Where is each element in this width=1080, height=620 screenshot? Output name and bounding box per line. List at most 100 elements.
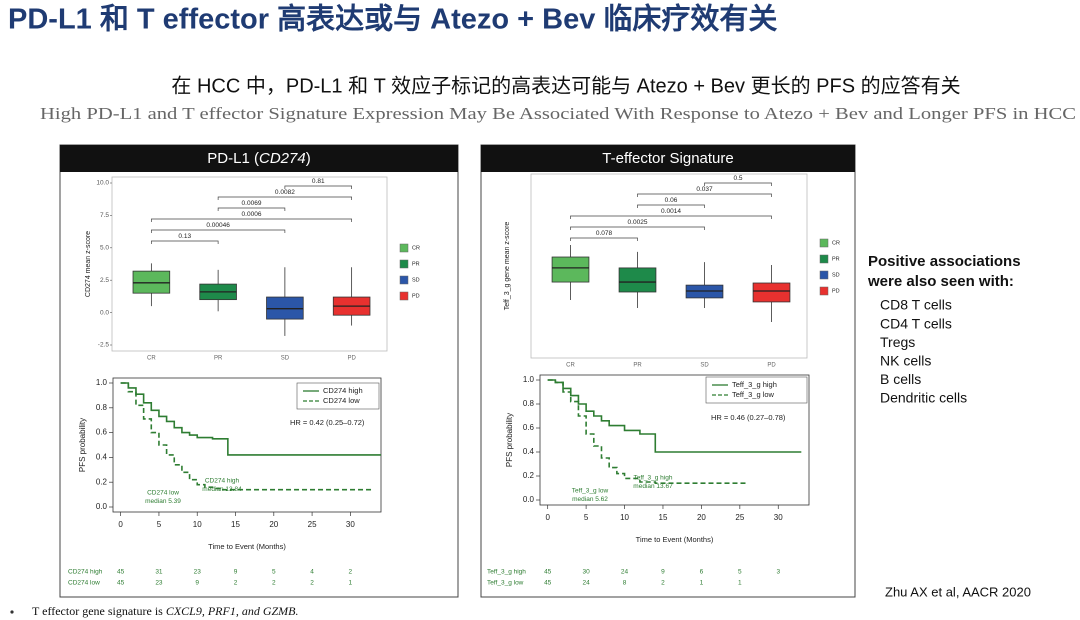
p-value: 0.5: [733, 175, 742, 182]
x-tick-label: SD: [700, 363, 709, 369]
footnote-text: T effector gene signature is: [32, 604, 166, 618]
x-tick-label: CR: [566, 363, 575, 369]
comparison-bracket: [570, 237, 638, 241]
risk-row-label: CD274 high: [68, 569, 103, 576]
x-axis-label: Time to Event (Months): [208, 542, 286, 551]
legend-label: PD: [412, 293, 420, 299]
comparison-bracket: [151, 240, 219, 244]
plot-frame: [111, 176, 388, 352]
p-value: 0.037: [696, 186, 713, 193]
risk-count: 4: [310, 569, 314, 576]
p-value: 0.13: [178, 233, 191, 240]
legend-frame: [705, 376, 808, 404]
p-value: 0.06: [665, 197, 678, 204]
panel-header: [60, 145, 458, 172]
y-axis-label: Teff_3_g gene mean z-score: [504, 222, 511, 311]
side-item: NK cells: [880, 353, 931, 369]
risk-count: 24: [621, 569, 629, 576]
y-tick-label: 0.2: [96, 477, 108, 486]
comparison-bracket: [284, 185, 352, 189]
risk-count: 1: [738, 580, 742, 587]
comparison-bracket: [637, 193, 772, 197]
risk-count: 8: [623, 580, 627, 587]
y-tick-label: 0.6: [523, 423, 535, 432]
side-heading: were also seen with:: [867, 273, 1014, 290]
citation: Zhu AX et al, AACR 2020: [885, 584, 1031, 599]
hazard-ratio: HR = 0.42 (0.25–0.72): [290, 418, 365, 427]
x-tick-label: PR: [633, 363, 642, 369]
p-value: 0.0014: [661, 208, 681, 215]
legend-swatch: [819, 286, 829, 296]
side-item: Tregs: [880, 334, 915, 350]
y-tick-label: 0.0: [523, 495, 535, 504]
p-value: 0.0025: [628, 219, 648, 226]
y-tick-label: 0.8: [523, 399, 535, 408]
x-tick-label: 15: [231, 520, 240, 529]
x-tick-label: 20: [697, 513, 706, 522]
median-annotation: median 5.39: [145, 498, 181, 505]
legend-label: CR: [412, 245, 420, 251]
side-item: B cells: [880, 371, 921, 387]
median-annotation: CD274 high: [205, 478, 240, 485]
comparison-bracket: [151, 229, 286, 233]
hazard-ratio: HR = 0.46 (0.27–0.78): [711, 413, 786, 422]
legend-label: Teff_3_g high: [732, 380, 777, 389]
legend-label: PR: [832, 256, 840, 262]
risk-count: 1: [700, 580, 704, 587]
y-tick-label: 0.6: [96, 428, 108, 437]
x-tick-label: 10: [193, 520, 202, 529]
risk-row-label: CD274 low: [68, 580, 100, 587]
median-annotation: median 5.62: [572, 496, 608, 503]
median-annotation: Teff_3_g high: [634, 475, 673, 482]
legend-label: SD: [832, 272, 840, 278]
side-heading: Positive associations: [868, 253, 1021, 270]
y-tick-label: -2.5: [98, 342, 110, 349]
y-tick-label: 7.5: [100, 212, 109, 219]
y-tick-label: 0.2: [523, 471, 535, 480]
panel-frame: [480, 144, 856, 598]
x-tick-label: CR: [147, 356, 156, 362]
legend-swatch: [399, 291, 409, 301]
panel-title: PD-L1 (CD274): [207, 150, 310, 167]
median-annotation: CD274 low: [147, 490, 179, 497]
legend-frame: [296, 382, 380, 410]
panel-title-part: PD-L1 (: [207, 150, 259, 167]
survival-curve: [547, 379, 748, 484]
bullet: [10, 610, 14, 614]
x-axis-label: Time to Event (Months): [636, 535, 714, 544]
p-value: 0.00046: [206, 222, 230, 229]
y-tick-label: 1.0: [523, 375, 535, 384]
risk-count: 45: [117, 569, 125, 576]
risk-row-label: Teff_3_g low: [487, 580, 524, 587]
x-tick-label: 30: [774, 513, 783, 522]
y-tick-label: 10.0: [96, 180, 109, 187]
x-tick-label: PD: [347, 356, 356, 362]
y-tick-label: 0.8: [96, 403, 108, 412]
risk-count: 45: [117, 580, 125, 587]
median-annotation: Teff_3_g low: [572, 488, 609, 495]
y-axis-label: CD274 mean z-score: [85, 231, 92, 297]
legend-swatch: [819, 270, 829, 280]
risk-count: 23: [194, 569, 202, 576]
x-tick-label: 0: [118, 520, 123, 529]
p-value: 0.0082: [275, 189, 295, 196]
plot-frame: [530, 173, 808, 359]
risk-count: 45: [544, 580, 552, 587]
panel-title-part: T-effector Signature: [602, 150, 733, 167]
risk-count: 2: [661, 580, 665, 587]
y-tick-label: 0.0: [100, 309, 109, 316]
x-tick-label: 25: [735, 513, 744, 522]
comparison-bracket: [217, 207, 286, 211]
p-value: 0.0069: [242, 200, 262, 207]
comparison-bracket: [570, 215, 772, 219]
subtitle-cn: 在 HCC 中，PD-L1 和 T 效应子标记的高表达可能与 Atezo + B…: [171, 74, 960, 97]
side-item: CD8 T cells: [880, 297, 952, 313]
slide-title: PD-L1 和 T effector 高表达或与 Atezo + Bev 临床疗…: [8, 2, 777, 36]
risk-count: 31: [155, 569, 163, 576]
side-item: CD4 T cells: [880, 315, 952, 331]
panel-frame: [59, 144, 459, 598]
footnote: T effector gene signature is CXCL9, PRF1…: [32, 604, 299, 618]
risk-count: 24: [582, 580, 590, 587]
x-tick-label: PD: [767, 363, 776, 369]
legend-label: CD274 low: [323, 396, 360, 405]
